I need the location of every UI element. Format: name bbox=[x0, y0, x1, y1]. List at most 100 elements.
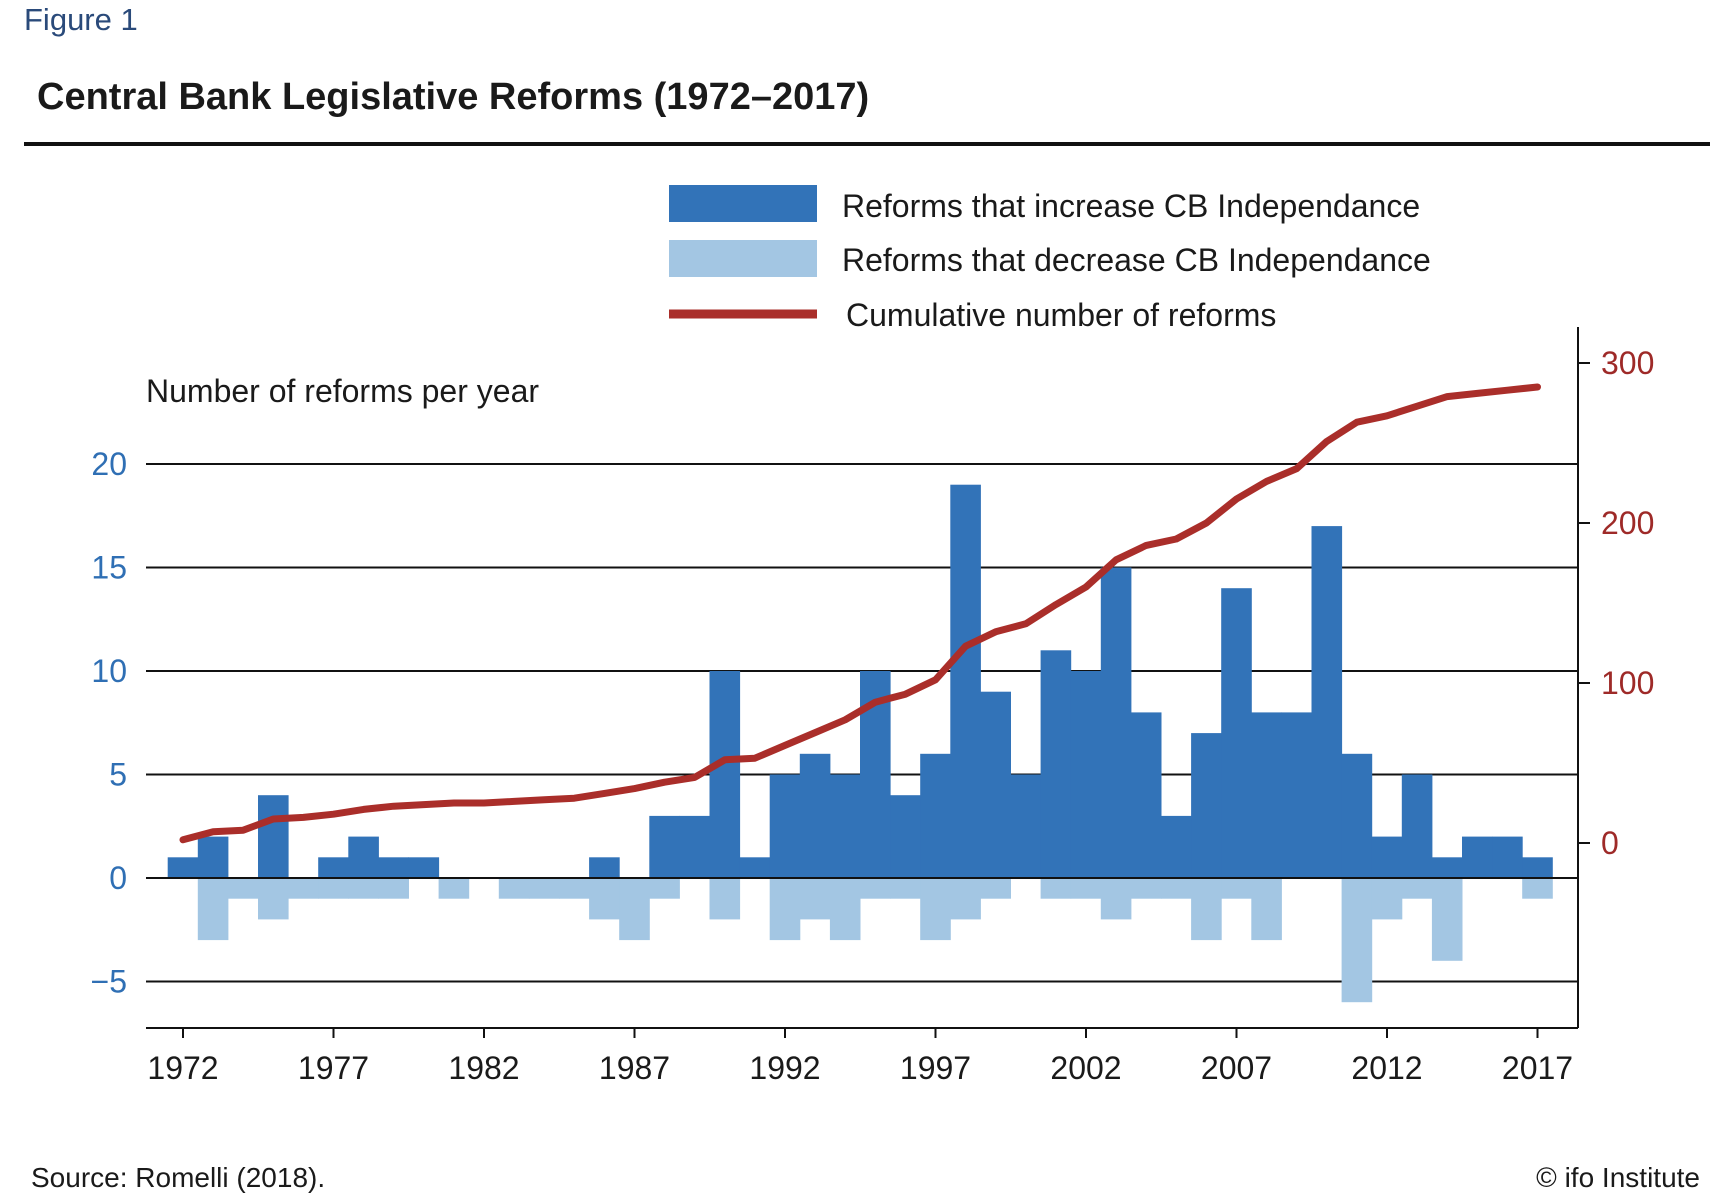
legend-swatch-increase bbox=[669, 185, 817, 222]
bar-increase bbox=[709, 671, 741, 878]
x-tick-label: 1997 bbox=[900, 1050, 971, 1086]
bar-decrease bbox=[619, 878, 650, 941]
x-tick-label: 2007 bbox=[1201, 1050, 1272, 1086]
y2-tick-label: 200 bbox=[1601, 505, 1654, 541]
left-y-tick-labels: −5 0 5 10 15 20 bbox=[91, 446, 127, 1000]
y2-tick-label: 300 bbox=[1601, 345, 1654, 381]
bar-increase bbox=[1341, 753, 1373, 878]
bar-increase bbox=[1311, 526, 1343, 878]
bar-decrease bbox=[1401, 878, 1433, 899]
bar-decrease bbox=[589, 878, 620, 920]
bar-decrease bbox=[1100, 878, 1132, 920]
x-tick-label: 1977 bbox=[298, 1050, 369, 1086]
bar-decrease bbox=[890, 878, 921, 899]
y2-tick-label: 0 bbox=[1601, 825, 1619, 861]
bar-decrease bbox=[829, 878, 861, 941]
x-tick-label: 1982 bbox=[448, 1050, 519, 1086]
bar-decrease bbox=[649, 878, 680, 899]
bar-decrease bbox=[1371, 878, 1403, 920]
bar-decrease bbox=[1161, 878, 1192, 899]
bar-increase bbox=[258, 795, 289, 878]
x-tick-label: 2002 bbox=[1050, 1050, 1121, 1086]
bar-decrease bbox=[1251, 878, 1282, 941]
bars-decrease bbox=[197, 878, 1553, 1003]
source-note: Source: Romelli (2018). bbox=[31, 1162, 326, 1193]
x-tick-label: 2017 bbox=[1502, 1050, 1573, 1086]
bar-increase bbox=[1281, 712, 1312, 878]
bar-increase bbox=[980, 691, 1011, 878]
bar-increase bbox=[799, 753, 831, 878]
bar-decrease bbox=[288, 878, 319, 899]
bar-decrease bbox=[498, 878, 530, 899]
bar-increase bbox=[1251, 712, 1282, 878]
bar-decrease bbox=[348, 878, 379, 899]
bar-increase bbox=[378, 857, 409, 878]
x-tick-label: 1972 bbox=[147, 1050, 218, 1086]
bar-increase bbox=[408, 857, 440, 878]
bar-decrease bbox=[1070, 878, 1102, 899]
bar-increase bbox=[1161, 815, 1192, 878]
legend-label-increase: Reforms that increase CB Independance bbox=[842, 188, 1420, 224]
bar-increase bbox=[739, 857, 771, 878]
bar-decrease bbox=[318, 878, 349, 899]
bar-decrease bbox=[1341, 878, 1373, 1003]
bar-increase bbox=[1401, 774, 1433, 878]
bar-decrease bbox=[438, 878, 470, 899]
y-tick-label: 10 bbox=[91, 653, 127, 689]
title-divider bbox=[24, 142, 1710, 146]
bar-increase bbox=[1522, 857, 1553, 878]
y2-tick-label: 100 bbox=[1601, 665, 1654, 701]
legend-swatch-decrease bbox=[669, 240, 817, 277]
bar-increase bbox=[1371, 836, 1403, 878]
y-tick-label: 20 bbox=[91, 446, 127, 482]
bar-decrease bbox=[769, 878, 801, 941]
bar-decrease bbox=[1191, 878, 1222, 941]
bar-increase bbox=[1462, 836, 1493, 878]
bar-increase bbox=[167, 857, 199, 878]
bar-increase bbox=[1010, 774, 1042, 878]
y-tick-label: 0 bbox=[109, 860, 127, 896]
bar-decrease bbox=[920, 878, 951, 941]
x-tick-label: 1987 bbox=[599, 1050, 670, 1086]
bar-increase bbox=[1431, 857, 1463, 878]
bar-increase bbox=[890, 795, 921, 878]
bars-increase bbox=[167, 484, 1553, 878]
bar-increase bbox=[589, 857, 620, 878]
bar-increase bbox=[197, 836, 229, 878]
bar-decrease bbox=[1221, 878, 1252, 899]
bar-increase bbox=[318, 857, 349, 878]
bar-decrease bbox=[559, 878, 590, 899]
bar-decrease bbox=[258, 878, 289, 920]
y-tick-label: 15 bbox=[91, 550, 127, 586]
bar-increase bbox=[1221, 588, 1252, 878]
chart-title: Central Bank Legislative Reforms (1972–2… bbox=[37, 76, 870, 118]
bar-increase bbox=[1130, 712, 1162, 878]
bar-decrease bbox=[378, 878, 409, 899]
bar-increase bbox=[1070, 671, 1102, 878]
bar-decrease bbox=[227, 878, 259, 899]
bar-increase bbox=[1492, 836, 1523, 878]
legend-label-decrease: Reforms that decrease CB Independance bbox=[842, 242, 1431, 278]
bar-decrease bbox=[980, 878, 1011, 899]
bar-increase bbox=[679, 815, 710, 878]
cumulative-line bbox=[179, 383, 1541, 844]
legend: Reforms that increase CB Independance Re… bbox=[669, 185, 1431, 333]
credit-note: © ifo Institute bbox=[1536, 1162, 1700, 1193]
bar-decrease bbox=[1040, 878, 1072, 899]
chart: Reforms that increase CB Independance Re… bbox=[91, 185, 1654, 1086]
x-tick-labels: 1972 1977 1982 1987 1992 1997 2002 2007 2012 2017 bbox=[147, 1050, 1573, 1086]
bar-increase bbox=[829, 774, 861, 878]
bar-decrease bbox=[950, 878, 981, 920]
bar-decrease bbox=[860, 878, 891, 899]
bar-increase bbox=[769, 774, 801, 878]
bar-increase bbox=[1100, 567, 1132, 878]
bar-increase bbox=[1191, 733, 1222, 878]
bar-decrease bbox=[1522, 878, 1553, 899]
x-tick-label: 2012 bbox=[1351, 1050, 1422, 1086]
x-tick-label: 1992 bbox=[749, 1050, 820, 1086]
bar-decrease bbox=[1431, 878, 1463, 961]
legend-label-cumulative: Cumulative number of reforms bbox=[846, 297, 1276, 333]
y-axis-title: Number of reforms per year bbox=[146, 373, 539, 409]
y-tick-label: −5 bbox=[91, 964, 127, 1000]
cumulative-line-layer bbox=[179, 383, 1541, 844]
